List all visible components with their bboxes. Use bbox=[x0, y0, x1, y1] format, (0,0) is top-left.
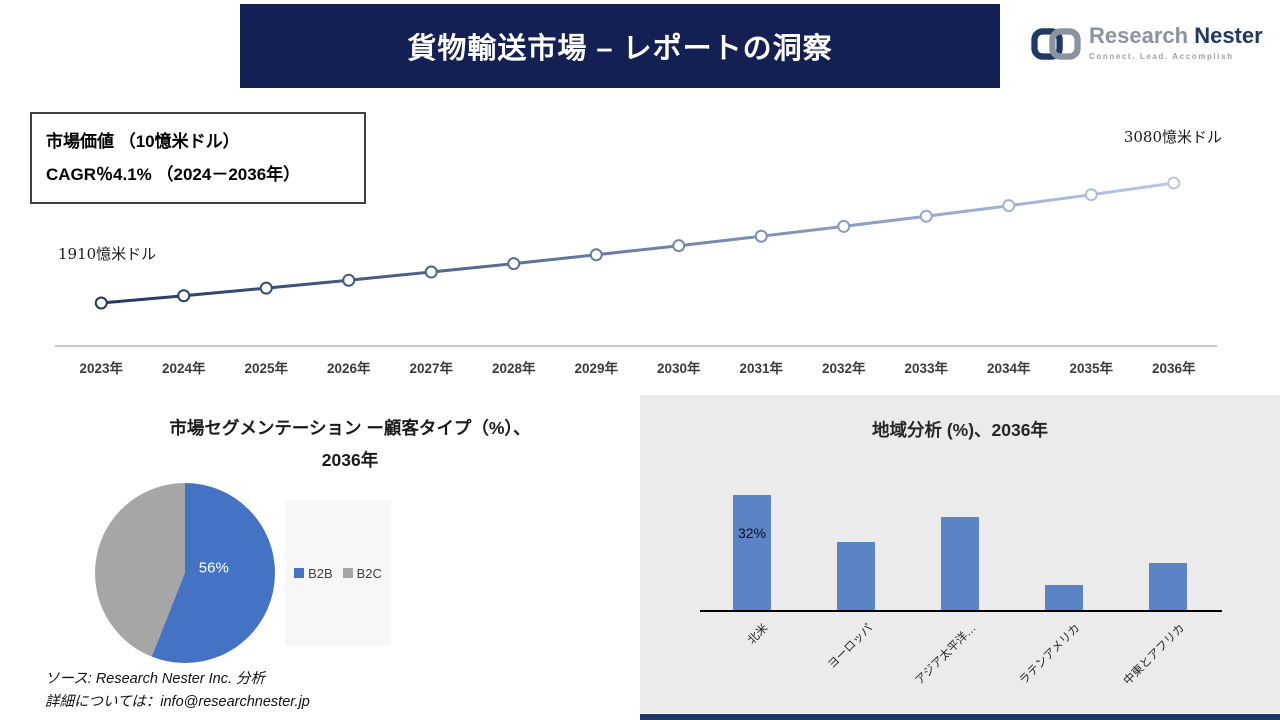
bar-chart-axis bbox=[700, 610, 1222, 612]
line-series bbox=[101, 181, 1175, 305]
brand-first: Research bbox=[1089, 23, 1189, 48]
bar-category-label: ヨーロッパ bbox=[825, 622, 875, 672]
legend-swatch-icon bbox=[294, 568, 305, 578]
year-label: 2024年 bbox=[161, 361, 206, 376]
brand-second: Nester bbox=[1194, 23, 1263, 48]
logo: Research Nester Connect. Lead. Accomplis… bbox=[1030, 23, 1263, 64]
bar-category-label: アジア太平洋… bbox=[913, 622, 979, 688]
line-marker bbox=[1002, 199, 1016, 213]
regional-analysis-panel: 地域分析 (%)、2036年 32% 北米 ヨーロッパ アジア太平洋… ラテンアメリカ中… bbox=[640, 395, 1280, 713]
pie-title-line1: 市場セグメンテーション ー顧客タイプ（%）、 bbox=[169, 418, 531, 438]
market-info-box: 市場価値 （10憶米ドル） CAGR％4.1% （2024－2036年） bbox=[30, 112, 366, 205]
bar-category-label: ラテンアメリカ bbox=[1017, 622, 1083, 688]
line-marker bbox=[837, 219, 851, 233]
market-value-line-chart bbox=[94, 176, 1181, 310]
line-chart-year-labels: 2023年 2024年 2025年 2026年 2027年 2028年 2029年 2030年… bbox=[60, 357, 1215, 377]
brand-name: Research Nester bbox=[1089, 23, 1263, 48]
year-label: 2025年 bbox=[244, 361, 289, 376]
cagr-label: CAGR％4.1% （2024－2036年） bbox=[46, 165, 301, 185]
source-line: ソース: Research Nester Inc. 分析 bbox=[45, 671, 266, 687]
line-marker bbox=[754, 229, 768, 243]
region-bar bbox=[941, 517, 979, 610]
source-note: ソース: Research Nester Inc. 分析 詳細については：inf… bbox=[45, 668, 310, 714]
line-marker bbox=[177, 289, 191, 303]
line-marker bbox=[589, 248, 603, 262]
line-marker bbox=[919, 209, 933, 223]
line-marker bbox=[1084, 188, 1098, 202]
customer-type-pie-chart: 56% bbox=[95, 483, 275, 663]
year-label: 2029年 bbox=[574, 361, 619, 376]
year-label: 2035年 bbox=[1069, 361, 1114, 376]
year-label: 2031年 bbox=[739, 361, 784, 376]
line-marker bbox=[259, 281, 273, 295]
pie-legend-panel: B2B B2C bbox=[285, 500, 391, 646]
year-label: 2023年 bbox=[79, 361, 124, 376]
chain-links-icon bbox=[1031, 28, 1081, 60]
legend-swatch-icon bbox=[342, 568, 353, 578]
region-bar bbox=[837, 542, 875, 610]
line-end-value-label: 3080憶米ドル bbox=[1123, 128, 1222, 146]
pie-title-line2: 2036年 bbox=[321, 449, 379, 470]
logo-text: Research Nester Connect. Lead. Accomplis… bbox=[1089, 23, 1263, 62]
legend-item-b2b: B2B bbox=[294, 566, 333, 581]
logo-tagline: Connect. Lead. Accomplish bbox=[1089, 52, 1234, 62]
year-label: 2027年 bbox=[409, 361, 454, 376]
legend-label: B2C bbox=[356, 565, 382, 581]
contact-line: 詳細については：info@researchnester.jp bbox=[45, 694, 310, 711]
line-marker bbox=[672, 239, 686, 253]
region-bar bbox=[1149, 563, 1187, 610]
line-chart-axis bbox=[55, 345, 1217, 347]
line-marker bbox=[342, 273, 356, 287]
page-title: 貨物輸送市場 – レポートの洞察 bbox=[407, 33, 833, 65]
year-label: 2036年 bbox=[1151, 361, 1196, 376]
line-markers bbox=[94, 176, 1181, 310]
pie-slice-label: 56% bbox=[198, 559, 229, 577]
bar-value-label: 32% bbox=[737, 525, 767, 541]
bar-category-label: 北米 bbox=[745, 622, 771, 647]
line-marker bbox=[1167, 176, 1181, 190]
year-label: 2033年 bbox=[904, 361, 949, 376]
line-start-value-label: 1910憶米ドル bbox=[58, 245, 157, 263]
year-label: 2030年 bbox=[656, 361, 701, 376]
region-bar bbox=[1045, 585, 1083, 610]
market-value-label: 市場価値 （10憶米ドル） bbox=[46, 132, 240, 151]
year-label: 2034年 bbox=[986, 361, 1031, 376]
bar-chart-title: 地域分析 (%)、2036年 bbox=[871, 420, 1048, 440]
bar-category-label: 中東とアフリカ bbox=[1121, 622, 1187, 688]
year-label: 2028年 bbox=[491, 361, 536, 376]
year-label: 2032年 bbox=[821, 361, 866, 376]
line-marker bbox=[424, 265, 438, 279]
header-banner: 貨物輸送市場 – レポートの洞察 bbox=[240, 4, 1000, 88]
line-marker bbox=[94, 296, 108, 310]
legend-label: B2B bbox=[308, 565, 333, 581]
line-marker bbox=[507, 257, 521, 271]
regional-bar-chart: 32% 北米 ヨーロッパ アジア太平洋… ラテンアメリカ 中東とアフリカ bbox=[640, 395, 1280, 713]
region-bar: 32% bbox=[733, 495, 771, 610]
year-label: 2026年 bbox=[326, 361, 371, 376]
bottom-accent-line bbox=[640, 714, 1280, 720]
pie-chart-title: 市場セグメンテーション ー顧客タイプ（%）、 2036年 bbox=[70, 413, 630, 476]
pie-legend: B2B B2C bbox=[294, 566, 382, 581]
legend-item-b2c: B2C bbox=[342, 565, 382, 581]
